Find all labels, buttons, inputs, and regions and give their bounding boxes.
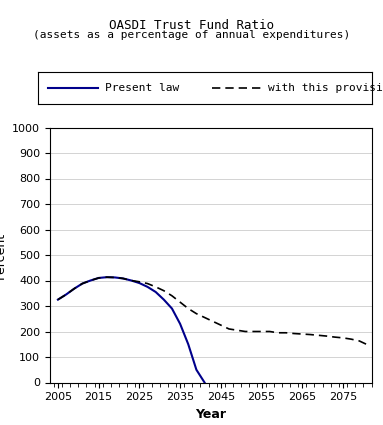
Present law [129, 278, 134, 283]
with this provision [202, 315, 207, 320]
with this provision [113, 275, 117, 280]
with this provision [341, 335, 345, 340]
with this provision [316, 333, 321, 338]
with this provision [64, 292, 69, 297]
with this provision [243, 329, 247, 334]
with this provision [324, 334, 329, 339]
with this provision [72, 286, 77, 291]
Present law [97, 275, 101, 281]
with this provision [210, 319, 215, 324]
with this provision [56, 297, 60, 302]
with this provision [121, 276, 125, 281]
with this provision [235, 328, 239, 333]
Present law [186, 342, 191, 347]
with this provision [349, 337, 354, 342]
with this provision [170, 293, 174, 298]
Present law [56, 297, 60, 302]
Present law [178, 321, 182, 326]
Present law [88, 278, 93, 283]
with this provision [227, 326, 231, 332]
with this provision [275, 330, 280, 335]
Present law [64, 292, 69, 297]
Present law [194, 367, 199, 372]
Present law [72, 286, 77, 291]
with this provision [186, 306, 191, 311]
with this provision [80, 281, 85, 286]
Present law [80, 281, 85, 286]
Text: with this provision: with this provision [268, 83, 383, 93]
Y-axis label: Percent: Percent [0, 232, 7, 278]
Text: (assets as a percentage of annual expenditures): (assets as a percentage of annual expend… [33, 30, 350, 40]
with this provision [178, 300, 182, 305]
with this provision [162, 288, 166, 293]
with this provision [88, 278, 93, 283]
with this provision [332, 334, 337, 340]
with this provision [259, 329, 264, 334]
Line: Present law: Present law [58, 277, 205, 382]
Present law [202, 380, 207, 385]
with this provision [357, 338, 362, 343]
Present law [153, 289, 158, 295]
with this provision [292, 331, 296, 336]
with this provision [105, 275, 109, 280]
Present law [162, 297, 166, 302]
with this provision [145, 281, 150, 286]
with this provision [251, 329, 256, 334]
with this provision [153, 284, 158, 289]
Text: Present law: Present law [105, 83, 179, 93]
with this provision [194, 311, 199, 316]
Present law [105, 275, 109, 280]
Present law [170, 306, 174, 311]
with this provision [300, 332, 304, 337]
with this provision [308, 332, 313, 337]
Present law [121, 276, 125, 281]
with this provision [267, 329, 272, 334]
with this provision [219, 323, 223, 328]
X-axis label: Year: Year [195, 408, 226, 421]
with this provision [129, 278, 134, 283]
Present law [137, 280, 142, 286]
with this provision [137, 279, 142, 284]
with this provision [365, 342, 370, 347]
Present law [113, 275, 117, 280]
with this provision [97, 275, 101, 281]
Text: OASDI Trust Fund Ratio: OASDI Trust Fund Ratio [109, 19, 274, 32]
Line: with this provision: with this provision [58, 277, 367, 345]
Present law [145, 284, 150, 289]
with this provision [284, 330, 288, 335]
